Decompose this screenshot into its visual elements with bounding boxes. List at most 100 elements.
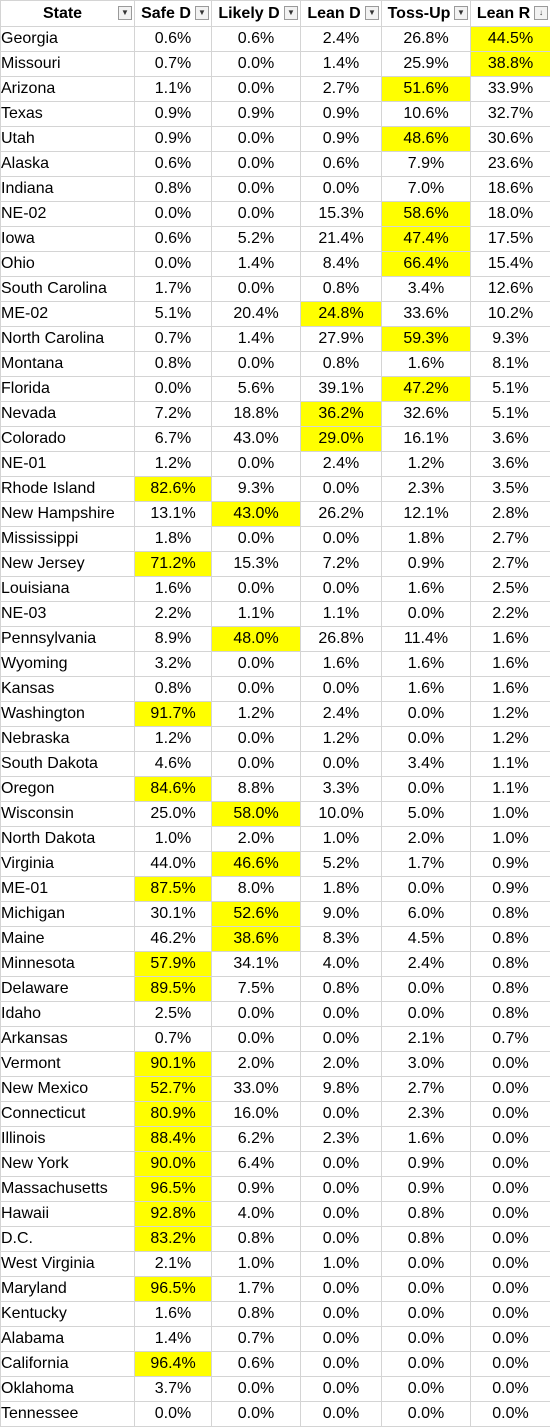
value-cell[interactable]: 0.0%	[212, 727, 301, 752]
value-cell[interactable]: 1.6%	[382, 352, 471, 377]
value-cell[interactable]: 8.3%	[301, 927, 382, 952]
value-cell[interactable]: 0.0%	[382, 1402, 471, 1427]
value-cell[interactable]: 15.4%	[471, 252, 550, 277]
state-cell[interactable]: Vermont	[1, 1052, 135, 1077]
value-cell[interactable]: 3.7%	[135, 1377, 212, 1402]
value-cell[interactable]: 5.1%	[135, 302, 212, 327]
value-cell[interactable]: 0.8%	[301, 977, 382, 1002]
value-cell[interactable]: 2.8%	[471, 502, 550, 527]
value-cell[interactable]: 3.2%	[135, 652, 212, 677]
value-cell[interactable]: 0.8%	[135, 177, 212, 202]
value-cell[interactable]: 0.7%	[135, 327, 212, 352]
value-cell[interactable]: 0.0%	[471, 1077, 550, 1102]
state-cell[interactable]: Oregon	[1, 777, 135, 802]
state-cell[interactable]: NE-02	[1, 202, 135, 227]
value-cell[interactable]: 0.8%	[382, 1227, 471, 1252]
value-cell[interactable]: 1.1%	[471, 777, 550, 802]
value-cell[interactable]: 2.4%	[301, 27, 382, 52]
state-cell[interactable]: Maine	[1, 927, 135, 952]
value-cell[interactable]: 2.1%	[135, 1252, 212, 1277]
state-cell[interactable]: Michigan	[1, 902, 135, 927]
value-cell[interactable]: 23.6%	[471, 152, 550, 177]
value-cell[interactable]: 2.3%	[301, 1127, 382, 1152]
value-cell[interactable]: 1.6%	[471, 652, 550, 677]
value-cell[interactable]: 0.0%	[382, 1002, 471, 1027]
state-cell[interactable]: Kansas	[1, 677, 135, 702]
value-cell[interactable]: 58.6%	[382, 202, 471, 227]
value-cell[interactable]: 0.0%	[301, 1277, 382, 1302]
value-cell[interactable]: 47.4%	[382, 227, 471, 252]
value-cell[interactable]: 0.0%	[212, 277, 301, 302]
value-cell[interactable]: 5.0%	[382, 802, 471, 827]
value-cell[interactable]: 5.1%	[471, 377, 550, 402]
value-cell[interactable]: 82.6%	[135, 477, 212, 502]
value-cell[interactable]: 2.0%	[301, 1052, 382, 1077]
value-cell[interactable]: 0.0%	[471, 1402, 550, 1427]
state-cell[interactable]: New Jersey	[1, 552, 135, 577]
value-cell[interactable]: 1.6%	[471, 677, 550, 702]
state-cell[interactable]: North Dakota	[1, 827, 135, 852]
value-cell[interactable]: 6.7%	[135, 427, 212, 452]
value-cell[interactable]: 2.7%	[382, 1077, 471, 1102]
value-cell[interactable]: 33.0%	[212, 1077, 301, 1102]
value-cell[interactable]: 36.2%	[301, 402, 382, 427]
value-cell[interactable]: 29.0%	[301, 427, 382, 452]
value-cell[interactable]: 0.0%	[471, 1277, 550, 1302]
value-cell[interactable]: 52.7%	[135, 1077, 212, 1102]
value-cell[interactable]: 0.9%	[471, 852, 550, 877]
value-cell[interactable]: 0.0%	[301, 1402, 382, 1427]
value-cell[interactable]: 1.2%	[212, 702, 301, 727]
value-cell[interactable]: 47.2%	[382, 377, 471, 402]
value-cell[interactable]: 1.1%	[301, 602, 382, 627]
value-cell[interactable]: 0.0%	[382, 1302, 471, 1327]
value-cell[interactable]: 25.0%	[135, 802, 212, 827]
value-cell[interactable]: 0.9%	[212, 1177, 301, 1202]
value-cell[interactable]: 44.5%	[471, 27, 550, 52]
value-cell[interactable]: 0.9%	[212, 102, 301, 127]
value-cell[interactable]: 1.6%	[382, 577, 471, 602]
value-cell[interactable]: 0.7%	[135, 1027, 212, 1052]
value-cell[interactable]: 4.6%	[135, 752, 212, 777]
value-cell[interactable]: 0.0%	[382, 977, 471, 1002]
state-cell[interactable]: North Carolina	[1, 327, 135, 352]
value-cell[interactable]: 1.8%	[301, 877, 382, 902]
state-cell[interactable]: Nevada	[1, 402, 135, 427]
value-cell[interactable]: 30.6%	[471, 127, 550, 152]
value-cell[interactable]: 0.9%	[382, 552, 471, 577]
value-cell[interactable]: 18.6%	[471, 177, 550, 202]
value-cell[interactable]: 71.2%	[135, 552, 212, 577]
value-cell[interactable]: 0.0%	[382, 877, 471, 902]
value-cell[interactable]: 0.0%	[301, 1227, 382, 1252]
value-cell[interactable]: 16.0%	[212, 1102, 301, 1127]
state-cell[interactable]: Arizona	[1, 77, 135, 102]
value-cell[interactable]: 39.1%	[301, 377, 382, 402]
value-cell[interactable]: 16.1%	[382, 427, 471, 452]
value-cell[interactable]: 17.5%	[471, 227, 550, 252]
value-cell[interactable]: 1.4%	[212, 327, 301, 352]
value-cell[interactable]: 90.1%	[135, 1052, 212, 1077]
value-cell[interactable]: 33.6%	[382, 302, 471, 327]
value-cell[interactable]: 5.6%	[212, 377, 301, 402]
value-cell[interactable]: 5.2%	[301, 852, 382, 877]
filter-dropdown-icon[interactable]: ▼	[365, 6, 379, 20]
value-cell[interactable]: 0.0%	[212, 52, 301, 77]
value-cell[interactable]: 7.9%	[382, 152, 471, 177]
value-cell[interactable]: 0.6%	[212, 1352, 301, 1377]
value-cell[interactable]: 2.3%	[382, 477, 471, 502]
value-cell[interactable]: 5.1%	[471, 402, 550, 427]
value-cell[interactable]: 57.9%	[135, 952, 212, 977]
value-cell[interactable]: 0.0%	[471, 1127, 550, 1152]
value-cell[interactable]: 0.0%	[471, 1227, 550, 1252]
value-cell[interactable]: 0.0%	[301, 677, 382, 702]
value-cell[interactable]: 2.4%	[382, 952, 471, 977]
value-cell[interactable]: 0.0%	[301, 577, 382, 602]
value-cell[interactable]: 3.3%	[301, 777, 382, 802]
value-cell[interactable]: 18.0%	[471, 202, 550, 227]
value-cell[interactable]: 1.0%	[212, 1252, 301, 1277]
value-cell[interactable]: 0.0%	[471, 1377, 550, 1402]
value-cell[interactable]: 8.0%	[212, 877, 301, 902]
value-cell[interactable]: 0.8%	[301, 352, 382, 377]
value-cell[interactable]: 26.2%	[301, 502, 382, 527]
value-cell[interactable]: 0.6%	[135, 227, 212, 252]
value-cell[interactable]: 0.0%	[212, 527, 301, 552]
